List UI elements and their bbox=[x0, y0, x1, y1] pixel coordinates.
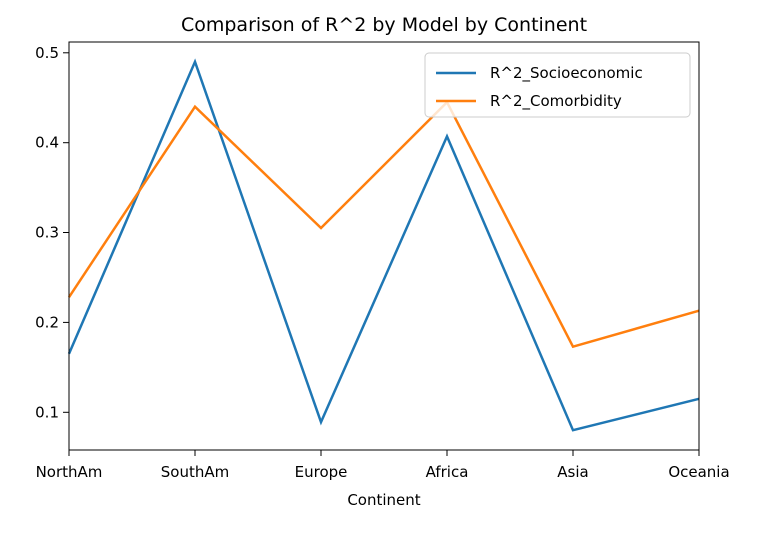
legend-label-comorbidity: R^2_Comorbidity bbox=[490, 92, 622, 111]
x-axis: NorthAm SouthAm Europe Africa Asia Oceania bbox=[36, 450, 730, 481]
series-layer bbox=[67, 58, 700, 432]
y-tick-label: 0.5 bbox=[35, 44, 59, 62]
legend-box bbox=[424, 52, 691, 118]
legend-label-socioeconomic: R^2_Socioeconomic bbox=[490, 64, 643, 83]
y-tick-label: 0.2 bbox=[35, 313, 59, 331]
chart-title: Comparison of R^2 by Model by Continent bbox=[181, 14, 587, 36]
plot-frame bbox=[68, 41, 700, 451]
x-tick-label: Oceania bbox=[668, 463, 729, 481]
series-line-0 bbox=[67, 58, 700, 432]
y-tick-label: 0.3 bbox=[35, 224, 59, 242]
x-tick-label: NorthAm bbox=[36, 463, 103, 481]
y-axis: 0.1 0.2 0.3 0.4 0.5 bbox=[35, 44, 69, 421]
series-line-1 bbox=[67, 100, 700, 349]
x-tick-label: Europe bbox=[295, 463, 348, 481]
legend: R^2_Socioeconomic R^2_Comorbidity bbox=[424, 52, 691, 118]
y-tick-label: 0.1 bbox=[35, 403, 59, 421]
x-tick-label: Asia bbox=[557, 463, 588, 481]
y-tick-label: 0.4 bbox=[35, 134, 59, 152]
x-tick-label: SouthAm bbox=[161, 463, 229, 481]
x-tick-label: Africa bbox=[426, 463, 469, 481]
x-axis-label: Continent bbox=[347, 491, 420, 509]
